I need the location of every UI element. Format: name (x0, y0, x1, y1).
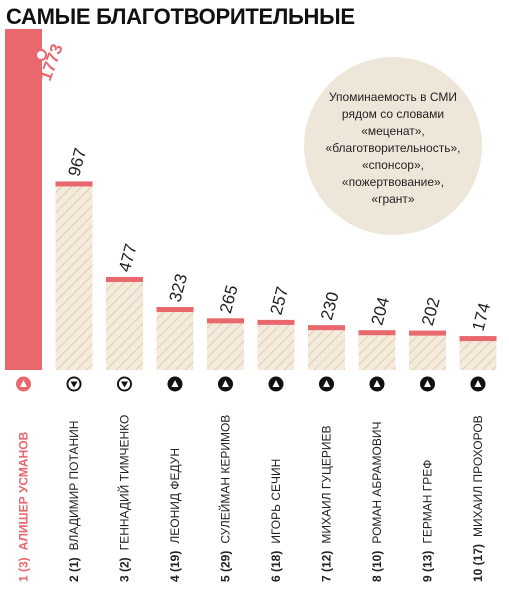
legend-line: «благотворительность», (325, 140, 461, 155)
rank-label: 4 (19) (168, 551, 182, 582)
bar-cap (358, 330, 396, 336)
person-label: 4 (19) ЛЕОНИД ФЕДУН (168, 448, 182, 582)
person-label: 6 (18) ИГОРЬ СЕЧИН (269, 459, 283, 582)
rank-label: 2 (1) (67, 557, 81, 582)
triangle-up-icon (323, 380, 330, 387)
value-label: 202 (418, 295, 444, 327)
person-label: 7 (12) МИХАИЛ ГУЦЕРИЕВ (320, 426, 334, 582)
triangle-up-icon (272, 380, 280, 387)
legend-line: рядом со словами (341, 106, 445, 121)
rank-label: 3 (2) (118, 557, 132, 582)
bar (207, 318, 244, 370)
triangle-down-icon (121, 381, 128, 388)
bar-marker (35, 49, 47, 61)
legend-line: «меценат», (361, 123, 425, 138)
legend-text: Упоминаемость в СМИ рядом со словами «ме… (326, 85, 461, 208)
bar-cap (106, 276, 143, 282)
person-label: 1 (3) АЛИШЕР УСМАНОВ (17, 431, 31, 582)
name-label: МИХАИЛ ГУЦЕРИЕВ (320, 426, 334, 544)
bar (358, 330, 396, 370)
rank-label: 1 (3) (17, 557, 31, 582)
name-label: ЛЕОНИД ФЕДУН (168, 448, 182, 544)
bar (409, 330, 446, 370)
value-label: 204 (368, 295, 394, 327)
person-label: 5 (29) СУЛЕЙМАН КЕРИМОВ (218, 415, 233, 582)
bar (106, 276, 143, 370)
bar-cap (257, 319, 295, 325)
value-label: 323 (166, 272, 192, 304)
value-label: 174 (469, 301, 495, 333)
value-label: 265 (216, 283, 242, 315)
name-label: ИГОРЬ СЕЧИН (269, 459, 283, 544)
rank-label: 6 (18) (269, 551, 283, 582)
triangle-up-icon (474, 380, 482, 387)
value-label: 230 (317, 290, 343, 322)
person-label: 9 (13) ГЕРМАН ГРЕФ (421, 460, 435, 582)
bar-cap (55, 181, 93, 187)
triangle-up-icon (222, 380, 229, 387)
rank-label: 8 (10) (370, 551, 384, 582)
bar (156, 307, 194, 370)
person-label: 8 (10) РОМАН АБРАМОВИЧ (370, 422, 384, 582)
bar (5, 29, 42, 370)
triangle-down-icon (70, 381, 78, 388)
rank-label: 10 (17) (471, 544, 485, 582)
person-label: 10 (17) МИХАИЛ ПРОХОРОВ (471, 415, 485, 582)
legend-line: Упоминаемость в СМИ (328, 89, 458, 104)
rank-label: 7 (12) (320, 551, 334, 582)
value-label: 257 (267, 285, 293, 317)
triangle-up-icon (373, 380, 381, 387)
person-label: 2 (1) ВЛАДИМИР ПОТАНИН (67, 421, 81, 582)
bar (459, 336, 497, 370)
name-label: АЛИШЕР УСМАНОВ (17, 431, 31, 550)
chart-title: САМЫЕ БЛАГОТВОРИТЕЛЬНЫЕ (6, 4, 355, 29)
name-label: РОМАН АБРАМОВИЧ (370, 422, 384, 544)
legend-circle: Упоминаемость в СМИ рядом со словами «ме… (304, 57, 482, 235)
person-label: 3 (2) ГЕННАДИЙ ТИМЧЕНКО (117, 415, 132, 582)
bar-cap (156, 307, 194, 313)
legend-line: «спонсор», (362, 157, 424, 172)
legend-line: «пожертвование», (341, 174, 445, 189)
triangle-up-icon (171, 380, 179, 387)
triangle-up-icon (424, 380, 431, 387)
bar (308, 325, 345, 370)
bar-cap (308, 325, 345, 331)
triangle-up-icon (20, 380, 27, 387)
name-label: СУЛЕЙМАН КЕРИМОВ (218, 415, 233, 544)
bar-cap (207, 318, 244, 324)
value-label: 967 (65, 146, 91, 178)
name-label: ВЛАДИМИР ПОТАНИН (67, 421, 81, 551)
bar (257, 319, 295, 370)
bar-cap (459, 336, 497, 342)
value-label: 477 (115, 242, 141, 274)
name-label: ГЕННАДИЙ ТИМЧЕНКО (117, 415, 132, 551)
name-label: МИХАИЛ ПРОХОРОВ (471, 415, 485, 537)
bar-cap (409, 330, 446, 336)
name-label: ГЕРМАН ГРЕФ (421, 460, 435, 544)
bar (55, 181, 93, 370)
legend-line: «грант» (371, 191, 415, 206)
rank-label: 9 (13) (421, 551, 435, 582)
rank-label: 5 (29) (219, 551, 233, 582)
